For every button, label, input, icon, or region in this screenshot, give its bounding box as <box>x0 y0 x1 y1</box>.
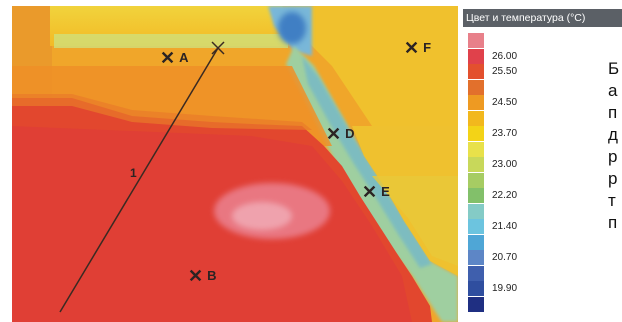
legend-swatch <box>468 219 484 234</box>
legend-row <box>468 142 588 157</box>
temperature-legend: 26.00 25.50 24.50 23.70 23.00 22.20 21.40 20.70… <box>468 33 588 321</box>
thermal-image: ✕ A ✕ F ✕ D ✕ E ✕ B 1 <box>12 6 458 322</box>
legend-row: 25.50 <box>468 64 588 79</box>
legend-row <box>468 173 588 188</box>
legend-value: 19.90 <box>492 283 518 294</box>
side-text-line: р <box>608 169 618 188</box>
legend-value: 21.40 <box>492 221 518 232</box>
legend-row <box>468 33 588 48</box>
legend-row <box>468 80 588 95</box>
legend-swatch <box>468 235 484 250</box>
legend-title: Цвет и температура (°C) <box>463 9 622 27</box>
legend-swatch <box>468 281 484 296</box>
side-text-line: т <box>608 191 616 210</box>
legend-swatch <box>468 250 484 265</box>
side-text-line: п <box>608 213 618 232</box>
side-text-line: Б <box>608 59 620 78</box>
side-text-line: р <box>608 147 618 166</box>
legend-row: 26.00 <box>468 49 588 64</box>
legend-row: 23.00 <box>468 157 588 172</box>
legend-swatch <box>468 266 484 281</box>
legend-row: 19.90 <box>468 281 588 296</box>
legend-swatch <box>468 111 484 126</box>
legend-value: 23.00 <box>492 159 518 170</box>
legend-row <box>468 266 588 281</box>
legend-row <box>468 235 588 250</box>
legend-row <box>468 111 588 126</box>
legend-swatch <box>468 204 484 219</box>
legend-value: 26.00 <box>492 51 518 62</box>
legend-row: 21.40 <box>468 219 588 234</box>
legend-row: 22.20 <box>468 188 588 203</box>
thermal-heatmap <box>12 6 458 322</box>
legend-swatch <box>468 142 484 157</box>
legend-swatch <box>468 95 484 110</box>
legend-value: 20.70 <box>492 252 518 263</box>
legend-row <box>468 297 588 312</box>
legend-swatch <box>468 49 484 64</box>
side-text-line: а <box>608 81 618 100</box>
side-text-line: п <box>608 103 618 122</box>
legend-value: 25.50 <box>492 66 518 77</box>
legend-row: 23.70 <box>468 126 588 141</box>
measurement-line <box>59 47 219 313</box>
legend-value: 23.70 <box>492 128 518 139</box>
legend-swatch <box>468 173 484 188</box>
side-text-line: д <box>608 125 618 144</box>
legend-swatch <box>468 126 484 141</box>
legend-value: 22.20 <box>492 190 518 201</box>
legend-row <box>468 204 588 219</box>
legend-swatch <box>468 64 484 79</box>
legend-row: 20.70 <box>468 250 588 265</box>
legend-row: 24.50 <box>468 95 588 110</box>
legend-value: 24.50 <box>492 97 518 108</box>
legend-swatch <box>468 188 484 203</box>
legend-swatch <box>468 33 484 48</box>
legend-swatch <box>468 297 484 312</box>
legend-swatch <box>468 80 484 95</box>
legend-swatch <box>468 157 484 172</box>
